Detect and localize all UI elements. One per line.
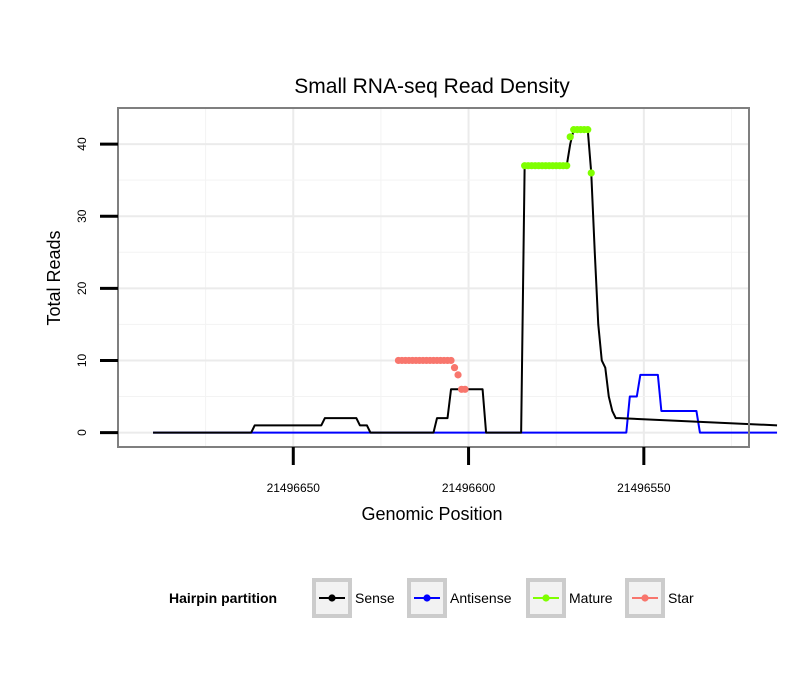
- y-axis-title: Total Reads: [44, 230, 64, 325]
- series-line-antisense: [153, 373, 778, 434]
- legend-label-antisense: Antisense: [450, 590, 512, 606]
- legend-key-point: [423, 594, 431, 602]
- y-tick-label: 20: [75, 281, 89, 295]
- legend-label-star: Star: [668, 590, 694, 606]
- y-tick-label: 30: [75, 209, 89, 223]
- data-point-star: [447, 356, 455, 365]
- data-point-mature: [563, 162, 571, 170]
- x-axis: 21496650 21496600 21496550: [267, 447, 671, 495]
- y-tick-label: 10: [75, 353, 89, 367]
- x-tick-label: 21496600: [442, 481, 496, 495]
- y-axis: 0 10 20 30 40: [75, 137, 118, 436]
- data-point-star: [450, 364, 459, 372]
- data-point-mature: [566, 133, 574, 141]
- data-point-mature: [584, 126, 592, 134]
- data-point-star: [461, 385, 469, 393]
- y-tick-label: 0: [75, 429, 89, 436]
- legend-key-point: [641, 594, 649, 602]
- legend-label-mature: Mature: [569, 590, 613, 606]
- legend: Hairpin partition Sense Antisense Mature St…: [169, 578, 694, 618]
- data-point-mature: [587, 169, 595, 177]
- y-tick-label: 40: [75, 137, 89, 151]
- x-tick-label: 21496650: [267, 481, 321, 495]
- legend-key-point: [328, 594, 336, 602]
- data-point-star: [454, 371, 462, 379]
- series-points: [394, 126, 595, 393]
- plot-panel-border: [117, 107, 750, 448]
- legend-label-sense: Sense: [355, 590, 395, 606]
- legend-key-point: [542, 594, 550, 602]
- x-axis-title: Genomic Position: [361, 504, 502, 524]
- chart-title: Small RNA-seq Read Density: [294, 75, 570, 98]
- x-tick-label: 21496550: [617, 481, 671, 495]
- legend-title: Hairpin partition: [169, 590, 277, 606]
